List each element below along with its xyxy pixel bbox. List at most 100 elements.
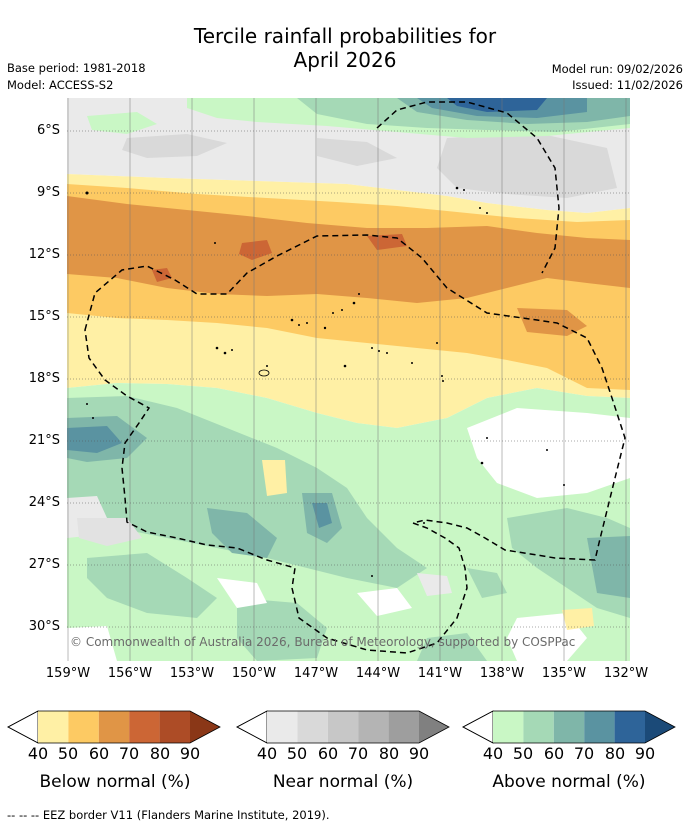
- colorbar-tick: 70: [573, 744, 595, 763]
- colorbar-tick: 70: [118, 744, 140, 763]
- lon-label: 144°W: [355, 666, 401, 681]
- below-normal-colorbar: [7, 710, 221, 744]
- model-name: Model: ACCESS-S2: [7, 78, 114, 92]
- colorbar-tick: 80: [604, 744, 626, 763]
- island-marker: [386, 352, 388, 354]
- island-marker: [480, 461, 484, 465]
- island-marker: [306, 322, 308, 324]
- island-marker: [231, 349, 233, 351]
- colorbar-tick: 90: [634, 744, 656, 763]
- colorbar-lower-extension: [462, 710, 494, 744]
- island-marker: [423, 522, 425, 524]
- lat-label: 24°S: [28, 495, 60, 510]
- above-normal-region: [417, 633, 487, 661]
- island-marker: [455, 186, 459, 190]
- colorbar-swatch: [584, 711, 615, 743]
- eez-border: [376, 101, 560, 274]
- lat-label: 21°S: [28, 433, 60, 448]
- colorbar-tick: 40: [256, 744, 278, 763]
- lon-label: 153°W: [169, 666, 215, 681]
- island-marker: [358, 293, 360, 295]
- lon-label: 135°W: [541, 666, 587, 681]
- island-marker: [371, 575, 373, 577]
- below-normal-region: [262, 460, 287, 496]
- colorbar-tick: 40: [482, 744, 504, 763]
- colorbar-swatch: [68, 711, 99, 743]
- lon-label: 141°W: [417, 666, 463, 681]
- eez-footnote: -- -- -- EEZ border V11 (Flanders Marine…: [7, 808, 330, 822]
- near-normal-region: [417, 573, 452, 596]
- lon-label: 138°W: [479, 666, 525, 681]
- island-marker: [298, 324, 300, 326]
- island-marker: [479, 207, 481, 209]
- island-marker: [546, 449, 548, 451]
- colorbar-tick: 70: [347, 744, 369, 763]
- island-marker: [442, 380, 444, 382]
- above-normal-region: [67, 396, 427, 588]
- lat-label: 12°S: [28, 247, 60, 262]
- lon-label: 150°W: [231, 666, 277, 681]
- model-run: Model run: 09/02/2026: [551, 62, 683, 76]
- colorbar-legends: [7, 710, 676, 744]
- map-title-line1: Tercile rainfall probabilities for: [193, 24, 497, 48]
- island-marker: [92, 417, 94, 419]
- above-normal-colorbar: [462, 710, 676, 744]
- lat-label: 30°S: [28, 619, 60, 634]
- island-marker: [323, 326, 327, 330]
- colorbar-swatch: [38, 711, 69, 743]
- island-marker: [86, 403, 88, 405]
- lat-label: 9°S: [36, 185, 60, 200]
- colorbar-swatch: [553, 711, 585, 743]
- island-markers: [85, 186, 565, 577]
- near-normal-legend-label: Near normal (%): [272, 772, 414, 792]
- island-marker: [486, 212, 488, 214]
- map-title-line2: April 2026: [293, 48, 397, 72]
- above-normal-region: [87, 112, 157, 134]
- colorbar-swatch: [159, 711, 190, 743]
- lon-label: 147°W: [293, 666, 339, 681]
- below-normal-legend-label: Below normal (%): [39, 772, 191, 792]
- island-marker: [341, 309, 343, 311]
- issued-date: Issued: 11/02/2026: [572, 78, 683, 92]
- above-normal-region: [312, 503, 332, 528]
- lat-label: 27°S: [28, 557, 60, 572]
- island-marker: [371, 347, 373, 349]
- colorbar-lower-extension: [7, 710, 39, 744]
- colorbar-upper-extension: [190, 711, 220, 743]
- island-marker: [290, 318, 294, 322]
- island-marker: [463, 189, 465, 191]
- colorbar-swatch: [98, 711, 130, 743]
- near-normal-region: [122, 134, 227, 158]
- colorbar-tick: 80: [378, 744, 400, 763]
- probability-map: [67, 98, 630, 661]
- below-normal-region: [67, 196, 630, 303]
- colorbar-swatch: [297, 711, 328, 743]
- colorbar-tick: 40: [27, 744, 49, 763]
- island-marker: [85, 191, 89, 195]
- eez-border-lines: [84, 101, 626, 654]
- below-normal-region: [562, 608, 594, 630]
- above-normal-region: [467, 408, 630, 498]
- near-normal-region: [77, 518, 142, 546]
- island-marker: [411, 362, 413, 364]
- eez-border: [84, 234, 626, 654]
- colorbar-tick: 80: [149, 744, 171, 763]
- lat-label: 18°S: [28, 371, 60, 386]
- colorbar-tick: 90: [179, 744, 201, 763]
- island-marker: [223, 351, 227, 355]
- colorbar-tick: 90: [408, 744, 430, 763]
- base-period: Base period: 1981-2018: [7, 61, 146, 75]
- colorbar-tick: 50: [512, 744, 534, 763]
- above-normal-region: [467, 568, 507, 598]
- colorbar-tick: 60: [317, 744, 339, 763]
- above-normal-region: [67, 426, 122, 453]
- near-normal-region: [317, 138, 397, 166]
- colorbar-swatch: [523, 711, 554, 743]
- colorbar-swatch: [327, 711, 359, 743]
- near-normal-region: [67, 626, 117, 661]
- below-normal-region: [517, 308, 587, 336]
- island-marker: [441, 375, 443, 377]
- lat-label: 6°S: [36, 123, 60, 138]
- island-marker: [436, 342, 438, 344]
- colorbar-tick: 50: [286, 744, 308, 763]
